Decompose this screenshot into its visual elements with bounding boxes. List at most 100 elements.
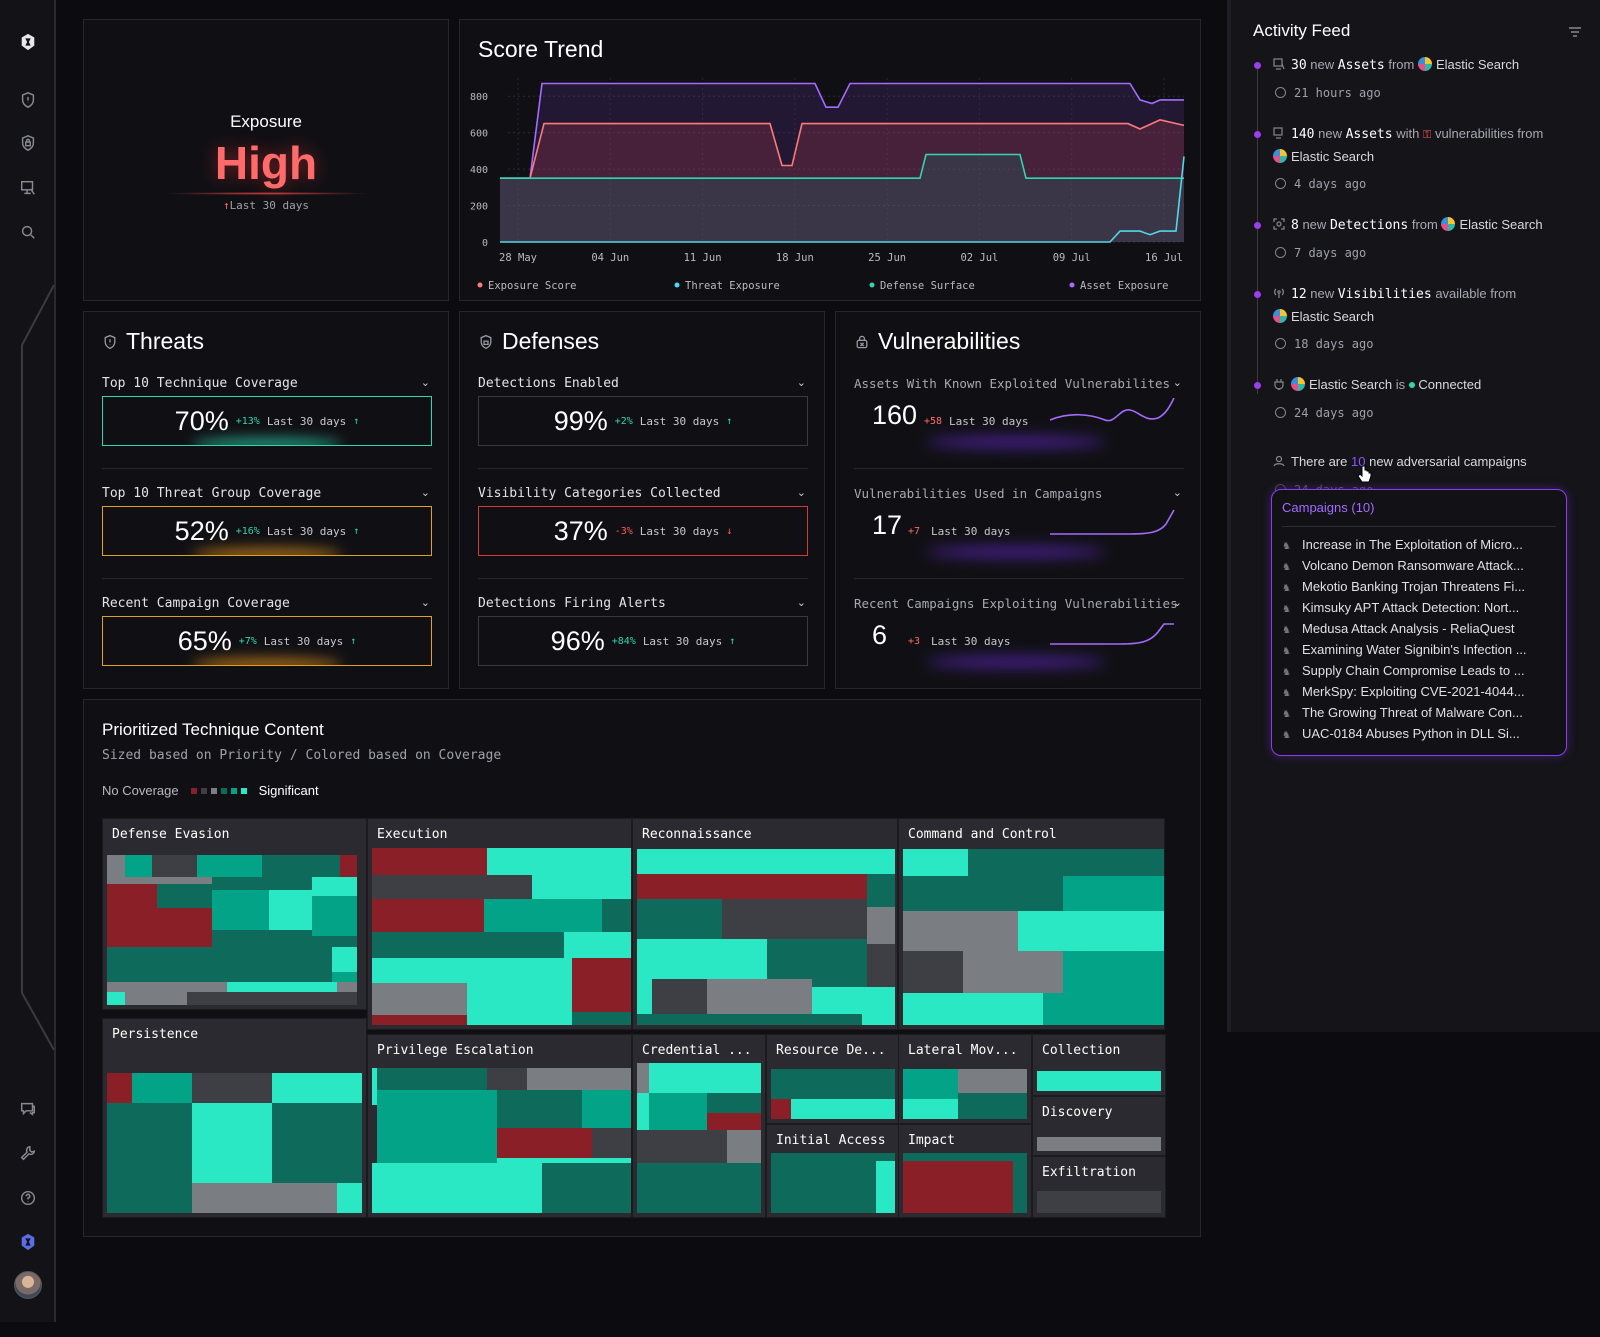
- metric-value-box[interactable]: 65% +7% Last 30 days ↑: [102, 616, 432, 666]
- help-icon[interactable]: [16, 1186, 40, 1210]
- technique-cell[interactable]: [564, 932, 631, 958]
- feed-item-connection[interactable]: Elastic Search is Connected: [1273, 374, 1593, 396]
- technique-cell[interactable]: [722, 899, 867, 939]
- tactic-tile[interactable]: Initial Access: [766, 1124, 900, 1218]
- campaigns-count-link[interactable]: 10: [1351, 454, 1366, 469]
- technique-cell[interactable]: [157, 884, 212, 908]
- brand-icon[interactable]: [16, 1230, 40, 1254]
- technique-cell[interactable]: [337, 982, 357, 992]
- technique-cell[interactable]: [903, 951, 963, 993]
- legend-entry[interactable]: Exposure Score: [488, 280, 577, 292]
- technique-cell[interactable]: [192, 1073, 272, 1103]
- feed-item-detections[interactable]: 8 new Detections from Elastic Search: [1273, 214, 1593, 237]
- technique-cell[interactable]: [340, 855, 357, 877]
- technique-cell[interactable]: [107, 947, 332, 982]
- technique-cell[interactable]: [157, 908, 212, 947]
- technique-cell[interactable]: [212, 930, 312, 947]
- technique-cell[interactable]: [372, 875, 532, 899]
- technique-cell[interactable]: [497, 1090, 582, 1128]
- technique-cell[interactable]: [372, 1163, 542, 1213]
- series-line[interactable]: [500, 119, 1185, 179]
- technique-cell[interactable]: [337, 1183, 362, 1213]
- technique-cell[interactable]: [1037, 1071, 1161, 1091]
- technique-cell[interactable]: [903, 911, 1018, 951]
- campaign-item[interactable]: ♞ Examining Water Signibin's Infection ..…: [1282, 642, 1527, 657]
- technique-cell[interactable]: [903, 1153, 1027, 1161]
- technique-cell[interactable]: [372, 958, 467, 983]
- chat-icon[interactable]: [16, 1097, 40, 1121]
- panel-divider[interactable]: [1227, 0, 1231, 1032]
- technique-cell[interactable]: [192, 1103, 272, 1183]
- technique-cell[interactable]: [262, 855, 340, 877]
- technique-cell[interactable]: [332, 947, 357, 972]
- campaign-item[interactable]: ♞ Volcano Demon Ransomware Attack...: [1282, 558, 1524, 573]
- shield-lock-icon[interactable]: [16, 131, 40, 155]
- feed-item-visibilities[interactable]: 12 new Visibilities available from Elasti…: [1273, 283, 1593, 328]
- feed-item-campaigns[interactable]: There are 10 new adversarial campaigns: [1273, 451, 1593, 473]
- technique-cell[interactable]: [649, 1093, 707, 1130]
- technique-cell[interactable]: [1037, 1191, 1161, 1213]
- chevron-down-icon[interactable]: ⌄: [796, 377, 806, 389]
- technique-cell[interactable]: [903, 1099, 958, 1119]
- metric-value-box[interactable]: 99% +2% Last 30 days ↑: [478, 396, 808, 446]
- technique-cell[interactable]: [497, 1158, 631, 1163]
- technique-cell[interactable]: [771, 1099, 791, 1119]
- chevron-down-icon[interactable]: ⌄: [1172, 597, 1182, 609]
- technique-cell[interactable]: [637, 1093, 649, 1130]
- technique-cell[interactable]: [282, 1183, 337, 1213]
- technique-cell[interactable]: [372, 848, 487, 875]
- technique-cell[interactable]: [637, 1014, 862, 1025]
- chevron-down-icon[interactable]: ⌄: [1172, 487, 1182, 499]
- filter-icon[interactable]: [1568, 25, 1582, 43]
- feed-item-assets[interactable]: 30 new Assets from Elastic Search: [1273, 54, 1593, 77]
- campaign-item[interactable]: ♞ The Growing Threat of Malware Con...: [1282, 705, 1523, 720]
- chevron-down-icon[interactable]: ⌄: [420, 597, 430, 609]
- technique-cell[interactable]: [876, 1161, 895, 1213]
- technique-cell[interactable]: [1063, 876, 1164, 911]
- technique-cell[interactable]: [272, 1103, 362, 1155]
- technique-cell[interactable]: [812, 987, 895, 1014]
- campaign-item[interactable]: ♞ UAC-0184 Abuses Python in DLL Si...: [1282, 726, 1520, 741]
- technique-cell[interactable]: [145, 992, 187, 1005]
- avatar[interactable]: [14, 1271, 42, 1299]
- metric-value-box[interactable]: 70% +13% Last 30 days ↑: [102, 396, 432, 446]
- technique-cell[interactable]: [377, 1068, 487, 1090]
- tactic-tile[interactable]: Defense Evasion: [102, 818, 367, 1010]
- technique-cell[interactable]: [107, 877, 212, 884]
- technique-cell[interactable]: [958, 1069, 1027, 1093]
- technique-cell[interactable]: [487, 1068, 527, 1090]
- technique-cell[interactable]: [637, 849, 895, 874]
- technique-cell[interactable]: [197, 855, 262, 877]
- legend-entry[interactable]: Defense Surface: [880, 280, 975, 292]
- technique-cell[interactable]: [372, 899, 484, 932]
- technique-cell[interactable]: [107, 884, 157, 947]
- series-line[interactable]: [500, 153, 1184, 179]
- technique-cell[interactable]: [107, 1103, 192, 1213]
- technique-cell[interactable]: [272, 1155, 362, 1183]
- technique-cell[interactable]: [312, 896, 357, 936]
- technique-cell[interactable]: [312, 890, 357, 896]
- technique-cell[interactable]: [269, 902, 312, 930]
- logo-icon[interactable]: [16, 30, 40, 54]
- tactic-tile[interactable]: Discovery: [1032, 1096, 1166, 1156]
- technique-cell[interactable]: [867, 874, 895, 907]
- technique-cell[interactable]: [152, 855, 197, 877]
- technique-cell[interactable]: [332, 972, 357, 982]
- technique-cell[interactable]: [372, 983, 467, 1015]
- technique-cell[interactable]: [187, 992, 357, 1005]
- technique-cell[interactable]: [652, 979, 707, 1014]
- technique-cell[interactable]: [132, 1073, 192, 1103]
- technique-cell[interactable]: [637, 979, 652, 1014]
- tactic-tile[interactable]: Credential ...: [632, 1034, 766, 1218]
- technique-cell[interactable]: [867, 944, 895, 987]
- technique-cell[interactable]: [862, 1014, 895, 1025]
- technique-cell[interactable]: [312, 936, 357, 947]
- legend-entry[interactable]: Asset Exposure: [1080, 280, 1169, 292]
- technique-cell[interactable]: [582, 1090, 631, 1128]
- technique-cell[interactable]: [602, 899, 631, 932]
- metric-value-box[interactable]: 52% +16% Last 30 days ↑: [102, 506, 432, 556]
- tactic-tile[interactable]: Persistence: [102, 1018, 367, 1218]
- technique-cell[interactable]: [963, 951, 1063, 993]
- technique-cell[interactable]: [487, 848, 631, 875]
- technique-cell[interactable]: [542, 1163, 631, 1213]
